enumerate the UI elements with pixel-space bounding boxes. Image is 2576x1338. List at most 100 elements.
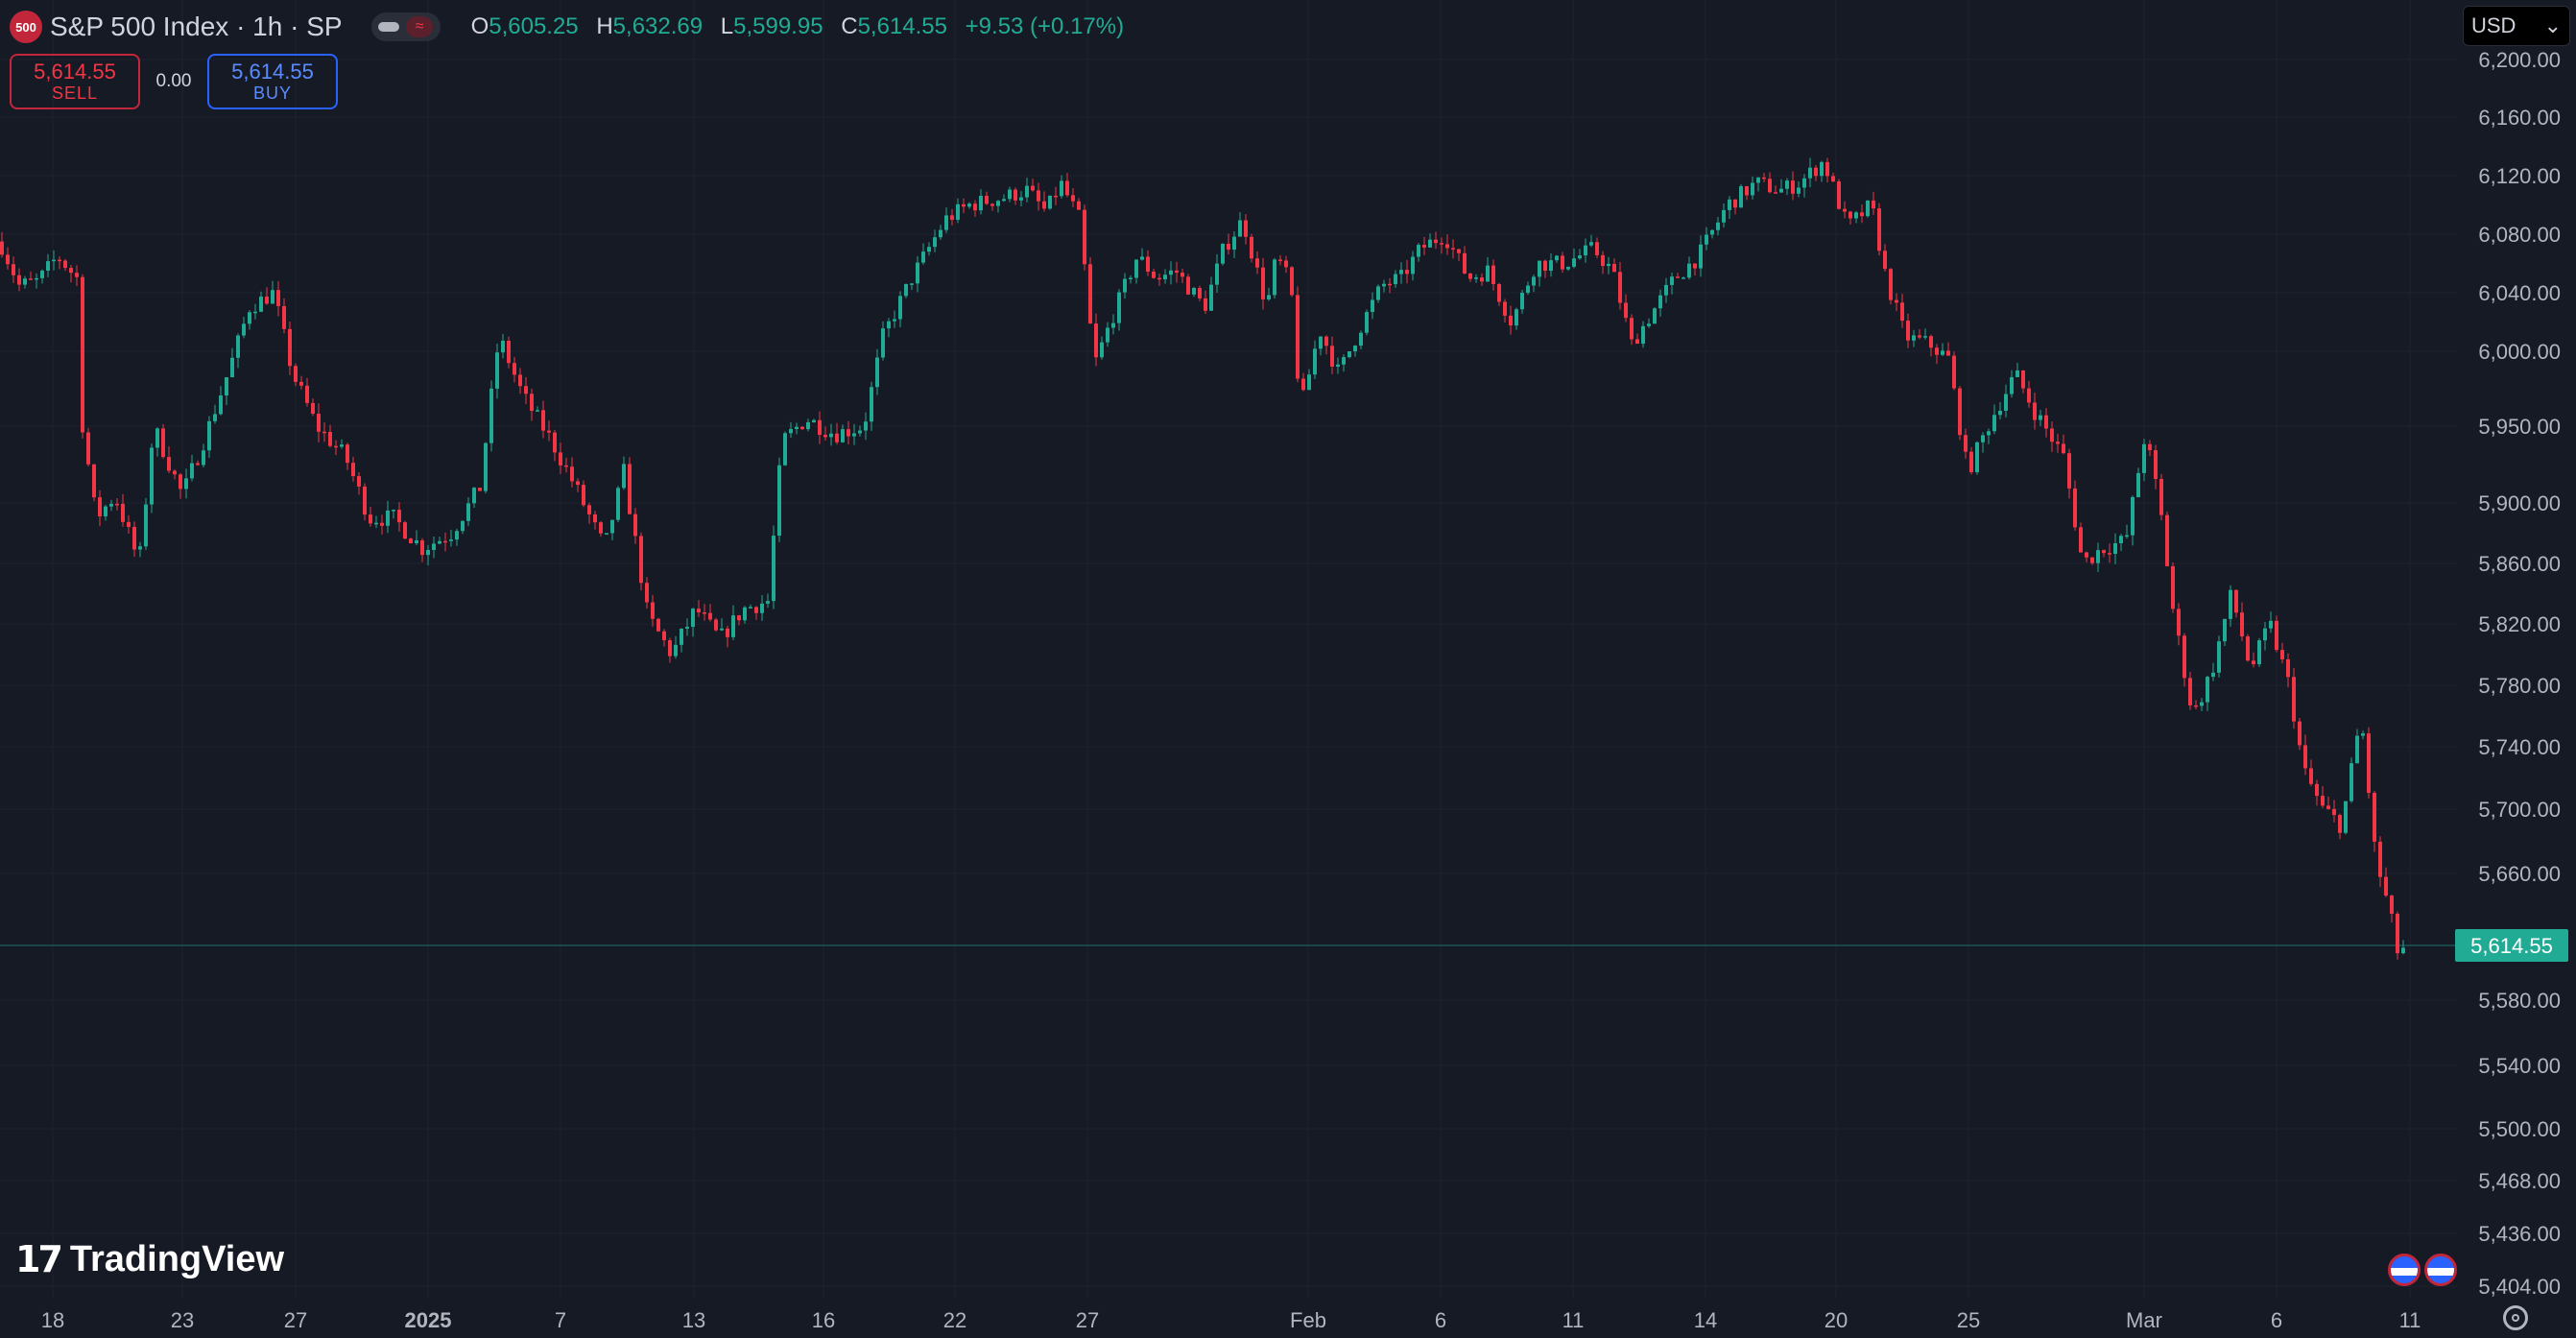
candle-body (288, 328, 292, 367)
time-tick-label: 23 (171, 1308, 194, 1332)
candle-body (985, 196, 989, 204)
price-tick-label: 6,200.00 (2478, 48, 2561, 72)
candle-body (484, 442, 488, 491)
price-tick-label: 5,860.00 (2478, 552, 2561, 576)
candle-body (202, 450, 205, 466)
tradingview-watermark[interactable]: 17 TradingView (15, 1238, 284, 1280)
price-tick-label: 5,780.00 (2478, 674, 2561, 698)
candle-body (1457, 249, 1461, 253)
candle-body (1054, 195, 1058, 198)
candle-body (2332, 808, 2336, 816)
candle-body (455, 531, 459, 540)
candle-body (1405, 270, 1409, 275)
tradingview-logo-icon: 17 (15, 1238, 63, 1280)
candle-body (1083, 209, 1086, 265)
candle-body (1699, 244, 1703, 269)
candle-body (81, 276, 84, 433)
candle-body (1618, 272, 1622, 303)
candle-body (1290, 267, 1294, 296)
candle-body (1526, 285, 1530, 293)
candle-body (979, 196, 983, 211)
candle-body (754, 607, 758, 613)
candle-body (2367, 733, 2371, 794)
us-flag-icon[interactable] (2388, 1254, 2421, 1286)
candle-body (933, 237, 937, 248)
candle-body (311, 402, 315, 415)
candle-body (1422, 245, 1426, 248)
currency-select[interactable]: USD ⌄ (2463, 6, 2570, 46)
sell-label: SELL (51, 84, 99, 104)
candle-body (2344, 800, 2348, 833)
settings-icon[interactable] (2503, 1305, 2528, 1330)
candle-body (2039, 415, 2042, 420)
candle-body (52, 259, 56, 262)
candle-body (2154, 450, 2158, 479)
candle-body (841, 429, 845, 442)
candle-body (1042, 201, 1046, 209)
candle-body (386, 510, 390, 526)
candle-body (1658, 295, 1662, 309)
candle-body (2252, 660, 2255, 665)
candlestick-series (0, 157, 2405, 960)
candle-body (806, 421, 810, 430)
candle-body (1284, 260, 1288, 268)
candle-body (2004, 394, 2008, 411)
candle-body (818, 419, 822, 436)
candle-body (1088, 264, 1092, 324)
candle-body (2292, 677, 2296, 722)
candle-body (858, 430, 862, 434)
candle-body (1687, 263, 1691, 278)
candle-body (1520, 292, 1524, 310)
candle-body (2326, 805, 2330, 809)
candle-body (1250, 236, 1253, 259)
ohlc-values: O5,605.25 H5,632.69 L5,599.95 C5,614.55 … (471, 13, 1125, 40)
candle-body (2056, 442, 2060, 444)
buy-button[interactable]: 5,614.55 BUY (207, 54, 338, 109)
candle-body (2073, 488, 2077, 528)
candle-body (1342, 357, 1346, 365)
candle-body (536, 410, 539, 412)
candle-body (1912, 335, 1916, 341)
candle-body (1969, 451, 1973, 472)
candle-body (426, 549, 430, 556)
open-label: O (470, 13, 489, 39)
candle-body (1952, 355, 1956, 389)
symbol-title[interactable]: S&P 500 Index · 1h · SP (50, 12, 343, 41)
sell-button[interactable]: 5,614.55 SELL (10, 54, 140, 109)
chart-mode-toggle[interactable]: ≈ (370, 12, 441, 41)
candle-body (760, 603, 764, 613)
candle-body (2321, 796, 2325, 806)
candle-body (691, 609, 695, 628)
candle-body (628, 464, 632, 514)
candle-body (524, 386, 528, 394)
candle-body (1307, 374, 1311, 391)
candle-body (1877, 208, 1881, 251)
candle-body (282, 305, 286, 329)
candle-body (1607, 263, 1610, 267)
us-flag-icon[interactable] (2424, 1254, 2457, 1286)
candle-body (1854, 212, 1858, 219)
candle-body (1267, 295, 1271, 299)
candle-body (2010, 376, 2014, 394)
candle-body (1134, 259, 1138, 278)
candle-body (1906, 321, 1910, 341)
candle-body (1785, 180, 1789, 189)
candle-body (1762, 177, 1766, 179)
candle-body (1872, 200, 1875, 209)
candle-body (2280, 650, 2284, 659)
candle-body (2223, 618, 2227, 642)
candle-body (2079, 527, 2083, 553)
symbol-logo-icon[interactable]: 500 (10, 11, 42, 43)
candle-body (1733, 199, 1737, 208)
candle-body (967, 203, 971, 207)
candle-body (1935, 347, 1939, 355)
tradingview-name: TradingView (69, 1238, 285, 1279)
close-label: C (841, 13, 858, 39)
chevron-down-icon: ⌄ (2543, 13, 2562, 37)
candle-body (1434, 239, 1438, 244)
candle-body (766, 601, 770, 604)
time-tick-label: 27 (284, 1308, 307, 1332)
candle-body (541, 410, 545, 431)
high-label: H (596, 13, 613, 39)
